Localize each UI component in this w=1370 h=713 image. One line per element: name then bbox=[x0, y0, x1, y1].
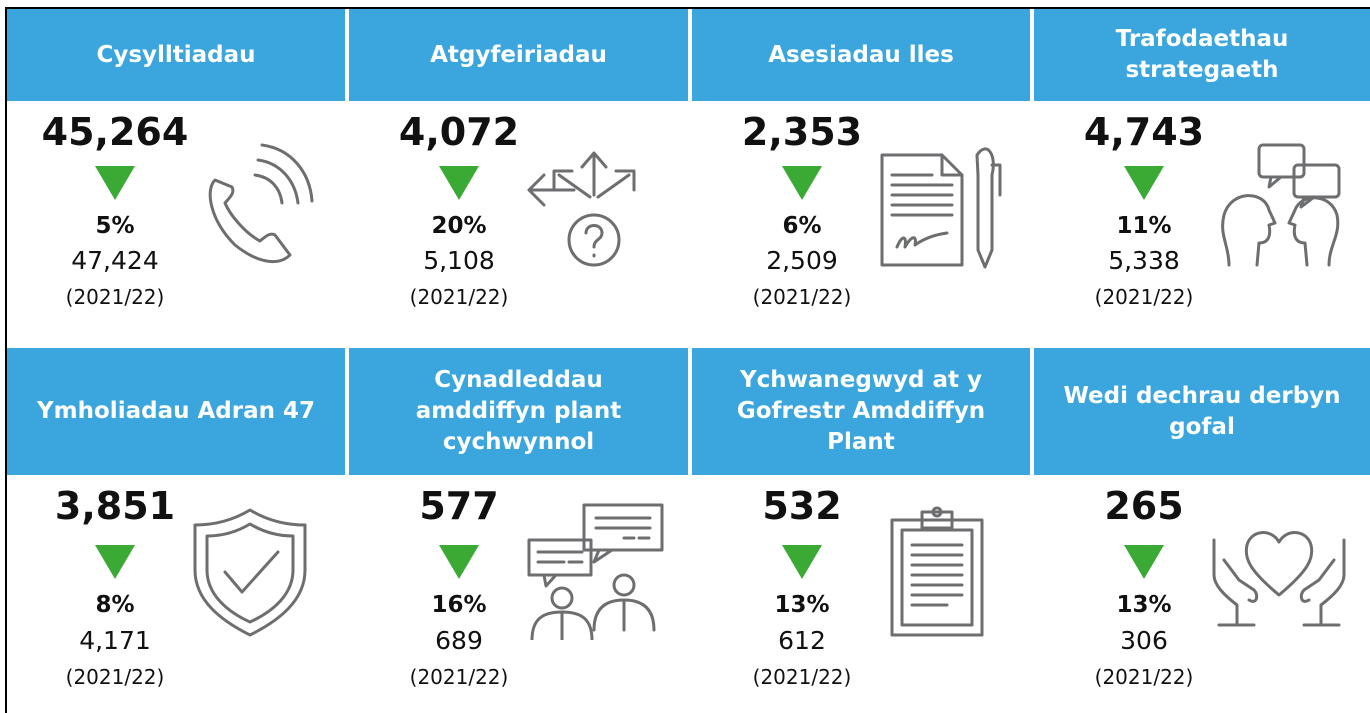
tile-header: Cynadleddau amddiffyn plant cychwynnol bbox=[349, 348, 688, 475]
tile-period: (2021/22) bbox=[1094, 285, 1194, 309]
tile-period: (2021/22) bbox=[752, 285, 852, 309]
tile-change: 16% bbox=[431, 592, 487, 618]
tile-header: Cysylltiadau bbox=[7, 9, 345, 101]
tile-previous: 612 bbox=[778, 626, 826, 655]
decrease-arrow bbox=[782, 545, 822, 579]
tile-period: (2021/22) bbox=[409, 285, 509, 309]
tile-header: Trafodaethau strategaeth bbox=[1034, 9, 1370, 101]
tile-header: Wedi dechrau derbyn gofal bbox=[1034, 348, 1370, 475]
tile-icon bbox=[880, 147, 1002, 269]
tile-icon bbox=[890, 506, 984, 637]
decrease-arrow bbox=[1124, 545, 1164, 579]
tile-icon bbox=[193, 508, 307, 637]
tile-period: (2021/22) bbox=[65, 285, 165, 309]
tile-value: 45,264 bbox=[41, 110, 189, 154]
tile-icon bbox=[1221, 143, 1341, 267]
decrease-arrow bbox=[1124, 166, 1164, 200]
tile-icon bbox=[527, 151, 636, 267]
decrease-arrow bbox=[782, 166, 822, 200]
decrease-arrow bbox=[95, 166, 135, 200]
tile-value: 4,072 bbox=[398, 110, 520, 154]
tile-previous: 5,338 bbox=[1108, 246, 1180, 275]
tile-previous: 5,108 bbox=[423, 246, 495, 275]
tile-change: 13% bbox=[1116, 592, 1172, 618]
tile-header: Asesiadau lles bbox=[692, 9, 1030, 101]
tile-icon bbox=[208, 143, 314, 264]
tile-period: (2021/22) bbox=[1094, 665, 1194, 689]
tile-value: 532 bbox=[762, 484, 842, 528]
tile-change: 11% bbox=[1116, 213, 1172, 239]
tile-change: 20% bbox=[431, 213, 487, 239]
tile-previous: 689 bbox=[435, 626, 483, 655]
tile-value: 4,743 bbox=[1083, 110, 1205, 154]
tile-change: 6% bbox=[782, 213, 822, 239]
tile-value: 265 bbox=[1104, 484, 1184, 528]
tile-header: Atgyfeiriadau bbox=[349, 9, 688, 101]
tile-period: (2021/22) bbox=[752, 665, 852, 689]
tile-change: 8% bbox=[95, 592, 135, 618]
tile-previous: 306 bbox=[1120, 626, 1168, 655]
tile-period: (2021/22) bbox=[65, 665, 165, 689]
tile-change: 5% bbox=[95, 213, 135, 239]
tile-period: (2021/22) bbox=[409, 665, 509, 689]
tile-icon bbox=[527, 503, 664, 640]
tile-icon bbox=[1212, 531, 1346, 627]
decrease-arrow bbox=[95, 545, 135, 579]
tile-change: 13% bbox=[774, 592, 830, 618]
tile-previous: 4,171 bbox=[79, 626, 151, 655]
tile-header: Ychwanegwyd at y Gofrestr Amddiffyn Plan… bbox=[692, 348, 1030, 475]
decrease-arrow bbox=[439, 166, 479, 200]
tile-value: 2,353 bbox=[741, 110, 863, 154]
decrease-arrow bbox=[439, 545, 479, 579]
tile-value: 577 bbox=[419, 484, 499, 528]
tile-value: 3,851 bbox=[54, 484, 176, 528]
tile-previous: 2,509 bbox=[766, 246, 838, 275]
tile-header: Ymholiadau Adran 47 bbox=[7, 348, 345, 475]
tile-previous: 47,424 bbox=[71, 246, 159, 275]
